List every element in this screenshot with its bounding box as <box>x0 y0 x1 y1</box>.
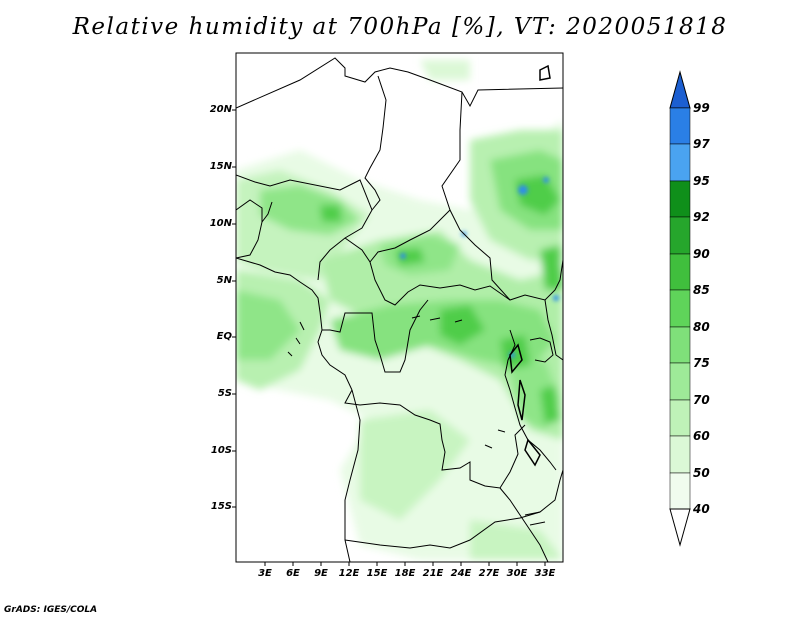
colorbar <box>669 70 691 547</box>
humidity-field <box>236 60 563 560</box>
colorbar-label-80: 80 <box>693 320 710 334</box>
lat-label-20n: 20N <box>209 104 232 115</box>
lon-label-18e: 18E <box>394 568 416 579</box>
lat-label-15s: 15S <box>210 501 232 512</box>
lon-label-33e: 33E <box>534 568 556 579</box>
colorbar-label-40: 40 <box>693 502 710 516</box>
footer-credit: GrADS: IGES/COLA <box>4 605 98 615</box>
lon-label-30e: 30E <box>506 568 528 579</box>
lon-ticks <box>264 562 546 566</box>
lon-label-9e: 9E <box>314 568 328 579</box>
lon-label-15e: 15E <box>366 568 388 579</box>
lat-label-5n: 5N <box>216 275 232 286</box>
lat-label-15n: 15N <box>209 161 232 172</box>
map-frame <box>235 52 564 563</box>
colorbar-top-arrow <box>669 70 691 109</box>
colorbar-label-60: 60 <box>693 429 710 443</box>
colorbar-label-85: 85 <box>693 283 710 297</box>
colorbar-label-99: 99 <box>693 101 710 115</box>
lon-label-27e: 27E <box>478 568 500 579</box>
lat-label-10n: 10N <box>209 218 232 229</box>
lon-label-6e: 6E <box>286 568 300 579</box>
colorbar-label-50: 50 <box>693 466 710 480</box>
lat-label-eq: EQ <box>216 331 232 342</box>
colorbar-label-90: 90 <box>693 247 710 261</box>
lon-label-12e: 12E <box>338 568 360 579</box>
lon-label-24e: 24E <box>450 568 472 579</box>
lon-label-3e: 3E <box>258 568 272 579</box>
lat-ticks <box>232 109 236 508</box>
lon-label-21e: 21E <box>422 568 444 579</box>
colorbar-label-95: 95 <box>693 174 710 188</box>
colorbar-bottom-arrow <box>669 508 691 547</box>
colorbar-label-70: 70 <box>693 393 710 407</box>
country-borders <box>236 57 563 562</box>
colorbar-label-75: 75 <box>693 356 710 370</box>
colorbar-label-92: 92 <box>693 210 710 224</box>
lat-label-10s: 10S <box>210 445 232 456</box>
map-title: Relative humidity at 700hPa [%], VT: 202… <box>72 14 728 40</box>
colorbar-label-97: 97 <box>693 137 710 151</box>
lat-label-5s: 5S <box>217 388 232 399</box>
lakes <box>509 64 551 467</box>
